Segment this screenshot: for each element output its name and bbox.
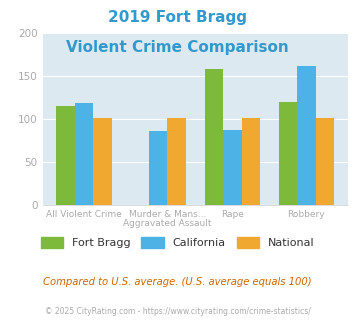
Text: Compared to U.S. average. (U.S. average equals 100): Compared to U.S. average. (U.S. average … [43, 277, 312, 287]
Bar [241, 118, 260, 205]
Text: All Violent Crime: All Violent Crime [47, 210, 122, 218]
Bar [149, 131, 168, 205]
Text: Robbery: Robbery [288, 210, 325, 218]
Bar [168, 118, 186, 205]
Bar [297, 66, 316, 205]
Bar [93, 118, 112, 205]
Legend: Fort Bragg, California, National: Fort Bragg, California, National [40, 237, 315, 248]
Bar [204, 69, 223, 205]
Text: Violent Crime Comparison: Violent Crime Comparison [66, 40, 289, 54]
Bar [56, 106, 75, 205]
Text: Rape: Rape [221, 210, 244, 218]
Bar [223, 130, 241, 205]
Text: 2019 Fort Bragg: 2019 Fort Bragg [108, 10, 247, 25]
Bar [279, 103, 297, 205]
Bar [316, 118, 334, 205]
Text: Aggravated Assault: Aggravated Assault [123, 219, 212, 228]
Text: Murder & Mans...: Murder & Mans... [129, 210, 206, 218]
Bar [75, 103, 93, 205]
Text: © 2025 CityRating.com - https://www.cityrating.com/crime-statistics/: © 2025 CityRating.com - https://www.city… [45, 307, 310, 316]
